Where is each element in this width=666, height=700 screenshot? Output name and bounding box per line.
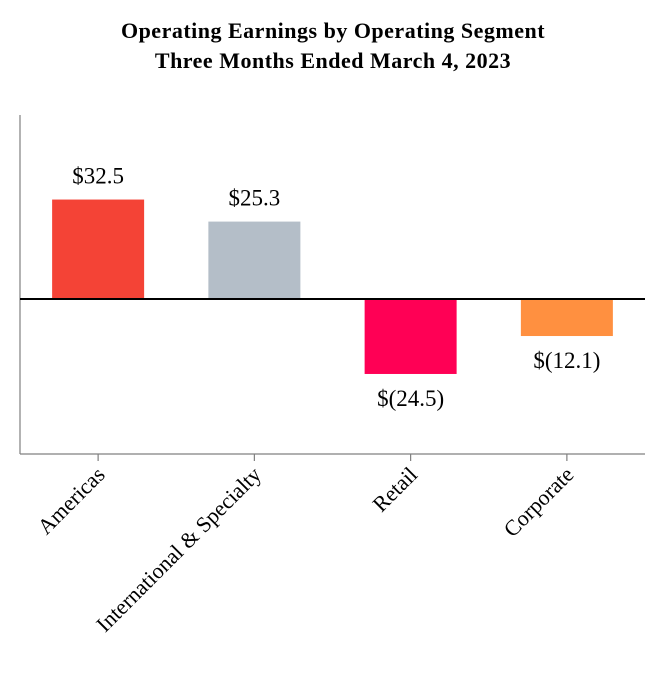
- bar-3: [520, 299, 613, 337]
- value-label-2: $(24.5): [377, 386, 444, 411]
- value-label-1: $25.3: [229, 186, 281, 211]
- category-label-2: Retail: [367, 462, 422, 517]
- category-label-3: Corporate: [499, 462, 579, 542]
- bar-2: [364, 299, 457, 374]
- category-label-0: Americas: [32, 462, 109, 539]
- bar-0: [52, 199, 145, 299]
- chart-subtitle: Three Months Ended March 4, 2023: [154, 48, 512, 73]
- chart-title-block: Operating Earnings by Operating Segment …: [0, 16, 666, 76]
- value-label-0: $32.5: [72, 164, 124, 189]
- value-label-3: $(12.1): [533, 348, 600, 373]
- bar-1: [208, 221, 301, 299]
- chart-title: Operating Earnings by Operating Segment: [120, 18, 546, 43]
- category-label-1: International & Specialty: [91, 462, 266, 637]
